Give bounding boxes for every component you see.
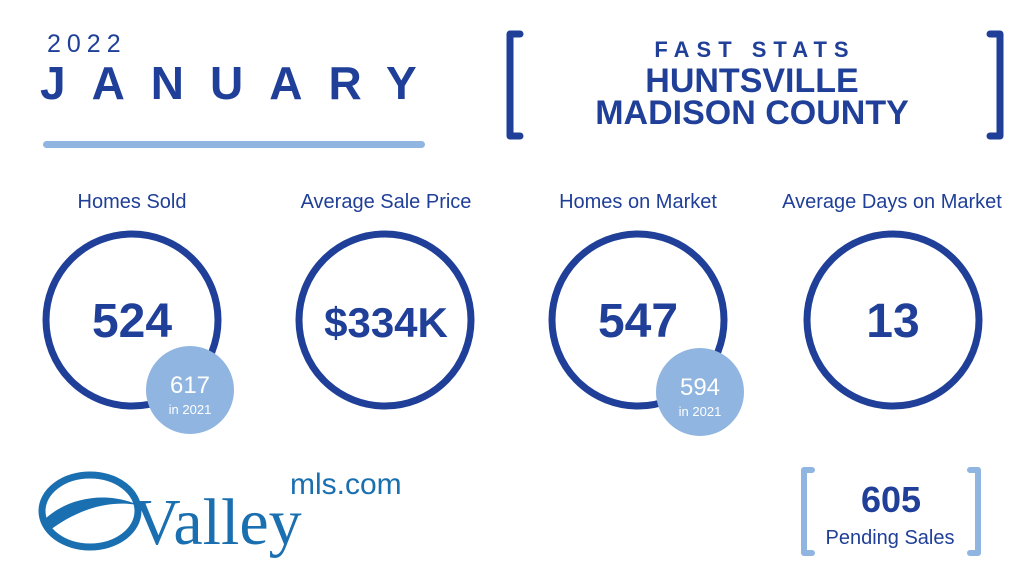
year: 2022 xyxy=(47,30,127,58)
stat-value: $334K xyxy=(324,299,448,346)
logo-name: Valley xyxy=(133,486,302,559)
pending-bracket-left xyxy=(801,467,815,556)
stat-label: Average Days on Market xyxy=(782,191,1002,213)
bracket-right xyxy=(986,30,1004,140)
month: JANUARY xyxy=(40,57,443,109)
stat-label: Average Sale Price xyxy=(301,191,472,213)
logo: Valley mls.com xyxy=(38,468,402,559)
pending-bracket-right xyxy=(967,467,981,556)
pending-label: Pending Sales xyxy=(826,527,955,549)
bracket-left xyxy=(506,30,524,140)
stat-ring xyxy=(803,230,983,410)
logo-suffix: mls.com xyxy=(290,468,402,501)
stat-value: 13 xyxy=(866,295,919,348)
prior-value: 617 xyxy=(170,372,210,399)
logo-swoosh xyxy=(44,497,138,530)
pending-value: 605 xyxy=(861,479,921,520)
underline xyxy=(43,141,425,148)
stat-label: Homes Sold xyxy=(78,191,187,213)
prior-value: 594 xyxy=(680,374,720,401)
prior-label: in 2021 xyxy=(169,402,212,417)
kicker: FAST STATS xyxy=(654,37,855,62)
stat-ring xyxy=(295,230,475,410)
prior-label: in 2021 xyxy=(679,404,722,419)
stat-value: 524 xyxy=(92,295,172,348)
city: HUNTSVILLE xyxy=(645,62,858,100)
stat-label: Homes on Market xyxy=(559,191,717,213)
prior-bubble xyxy=(146,346,234,434)
county: MADISON COUNTY xyxy=(595,94,909,132)
stat-value: 547 xyxy=(598,295,678,348)
logo-ring xyxy=(38,471,142,551)
prior-bubble xyxy=(656,348,744,436)
